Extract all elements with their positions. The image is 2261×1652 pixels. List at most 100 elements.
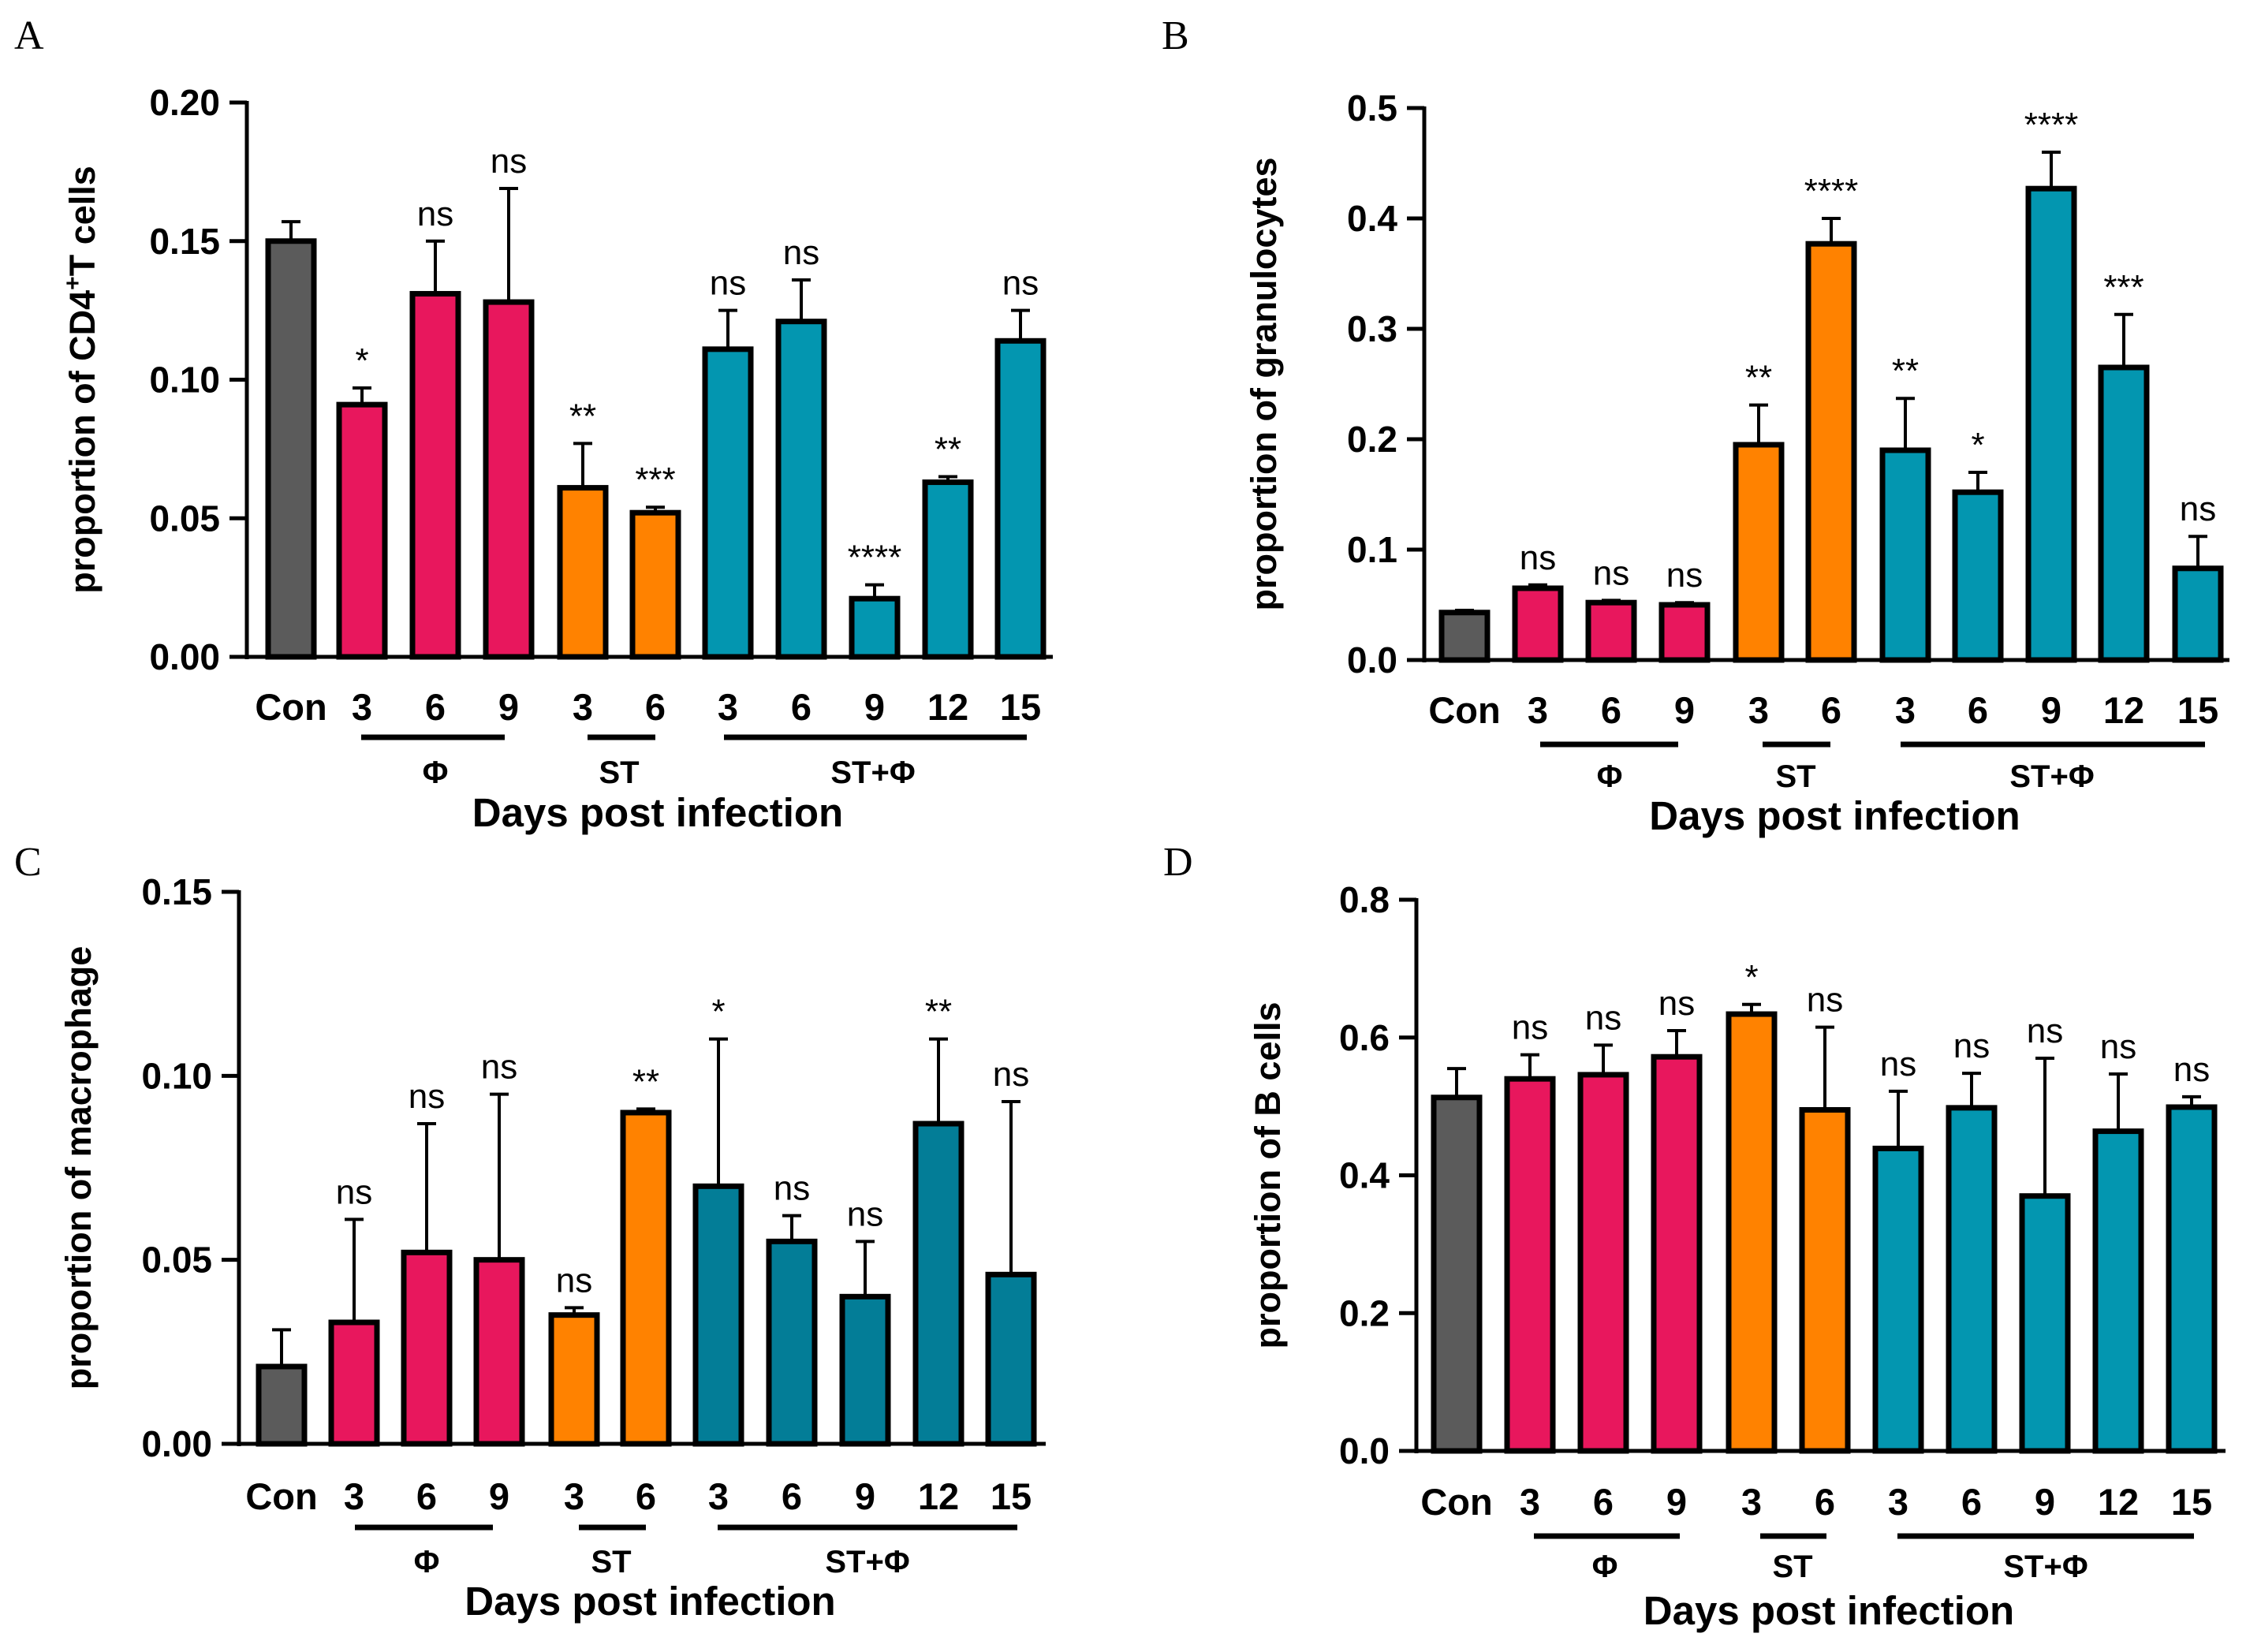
bar: [401, 1249, 453, 1447]
y-tick-label: 0.0: [1347, 640, 1397, 681]
significance-label: *: [1971, 426, 1984, 464]
x-tick-label: 12: [927, 686, 968, 728]
bar: [1651, 1053, 1703, 1454]
bar: [483, 299, 535, 660]
y-tick-label: 0.2: [1339, 1292, 1390, 1333]
bar: [1577, 1072, 1629, 1454]
x-axis-title: Days post infection: [1644, 1588, 2014, 1633]
x-tick-label: 9: [1674, 689, 1695, 731]
y-tick-label: 0.15: [141, 871, 212, 912]
y-axis-title: proportion of CD4+T cells: [60, 166, 103, 594]
bar: [328, 1319, 380, 1447]
bar: [692, 1183, 744, 1447]
significance-label: **: [1892, 352, 1919, 390]
group-label: ST: [1772, 1549, 1812, 1584]
y-tick-label: 0.1: [1347, 529, 1397, 570]
significance-label: ns: [2100, 1027, 2136, 1066]
x-tick-label: 6: [1961, 1481, 1982, 1523]
x-tick-label: 15: [2177, 689, 2218, 731]
x-tick-label: 9: [864, 686, 885, 728]
bar: [620, 1109, 672, 1447]
significance-label: ns: [1520, 539, 1556, 577]
y-tick-label: 0.20: [149, 82, 220, 123]
significance-label: ns: [2027, 1012, 2063, 1050]
panel-letter: D: [1163, 840, 1193, 885]
bar: [336, 401, 388, 660]
y-tick-label: 0.4: [1347, 198, 1397, 239]
x-axis-title: Days post infection: [1649, 793, 2020, 838]
bar: [775, 319, 827, 660]
y-tick-label: 0.3: [1347, 308, 1397, 349]
y-axis-title-text: proportion of macrophage: [58, 946, 99, 1390]
x-tick-label: 6: [1593, 1481, 1614, 1523]
x-tick-label: 6: [1968, 689, 1988, 731]
x-tick-label: 6: [636, 1475, 656, 1517]
x-tick-label: Con: [1428, 689, 1500, 731]
x-tick-label: Con: [245, 1475, 317, 1517]
significance-label: *: [355, 341, 368, 380]
significance-label: ns: [993, 1055, 1029, 1094]
panel-letter: C: [14, 840, 42, 885]
x-tick-label: 9: [855, 1475, 875, 1517]
y-tick-label: 0.6: [1339, 1017, 1390, 1058]
y-tick-label: 0.00: [149, 636, 220, 677]
y-tick-label: 0.4: [1339, 1155, 1390, 1196]
x-tick-label: 3: [1748, 689, 1769, 731]
x-axis-title: Days post infection: [472, 790, 843, 835]
bar: [1879, 447, 1931, 663]
x-tick-label: 6: [791, 686, 811, 728]
bar: [548, 1312, 600, 1447]
significance-label: ns: [1658, 984, 1695, 1023]
chart-panel-b: B0.00.10.20.30.40.5Conns3ns6ns9**3****6*…: [1162, 13, 2229, 838]
x-tick-label: 6: [782, 1475, 802, 1517]
bar: [1658, 602, 1711, 663]
x-tick-label: 3: [708, 1475, 729, 1517]
bar: [1946, 1105, 1998, 1454]
chart-panel-c: C 0.00 0.05 0.10 0.15 Con ns 3 ns 6 ns 9 ns 3 ** 6 * 3 ns 6…: [14, 840, 1046, 1624]
bar: [702, 346, 754, 660]
y-tick-label: 0.10: [149, 360, 220, 401]
bar: [839, 1293, 891, 1447]
significance-label: ns: [2180, 490, 2216, 528]
y-axis-title-text: proportion of B cells: [1248, 1001, 1288, 1348]
significance-label: ns: [1002, 264, 1039, 303]
bar: [1504, 1076, 1556, 1454]
bar: [1872, 1145, 1924, 1454]
significance-label: ***: [635, 461, 675, 499]
y-axis-title: proportion of B cells: [1248, 1001, 1288, 1348]
chart-panel-d: D 0.0 0.2 0.4 0.6 0.8 Con ns 3 ns 6 ns 9 * 3 ns 6 ns 3 ns 6 n…: [1163, 840, 2226, 1633]
y-tick-label: 0.10: [141, 1055, 212, 1096]
bar: [912, 1121, 964, 1447]
bar: [1438, 610, 1491, 663]
y-tick-label: 0.8: [1339, 879, 1390, 920]
bar: [1585, 599, 1637, 663]
group-label: Φ: [423, 755, 449, 790]
x-tick-label: Con: [255, 686, 326, 728]
significance-label: ns: [1585, 998, 1621, 1037]
significance-label: **: [925, 993, 952, 1031]
significance-label: **: [569, 397, 596, 435]
bar: [2098, 364, 2150, 663]
chart-panel-a: A 0.00 0.05 0.10 0.15 0.20 Con * 3 ns 6 ns 9 ** 3 *** 6 n…: [14, 13, 1053, 835]
x-tick-label: 6: [1815, 1481, 1835, 1523]
significance-label: ns: [409, 1077, 445, 1116]
panel-letter: B: [1162, 13, 1189, 58]
x-tick-label: 6: [1601, 689, 1621, 731]
y-axis-title-text: proportion of CD4: [62, 290, 103, 594]
x-tick-label: 9: [1666, 1481, 1687, 1523]
bar: [849, 595, 901, 660]
x-tick-label: 9: [489, 1475, 509, 1517]
bar: [473, 1257, 525, 1447]
y-tick-label: 0.15: [149, 221, 220, 262]
significance-label: ns: [783, 233, 819, 272]
x-tick-label: 9: [2041, 689, 2061, 731]
significance-label: ***: [2103, 268, 2143, 307]
y-tick-label: 0.05: [141, 1240, 212, 1281]
bar: [2019, 1193, 2071, 1454]
x-axis-title: Days post infection: [465, 1579, 835, 1624]
x-tick-label: 15: [991, 1475, 1032, 1517]
y-tick-label: 0.0: [1339, 1430, 1390, 1471]
x-tick-label: 15: [1000, 686, 1041, 728]
x-tick-label: 3: [573, 686, 593, 728]
significance-label: ns: [1666, 556, 1703, 595]
